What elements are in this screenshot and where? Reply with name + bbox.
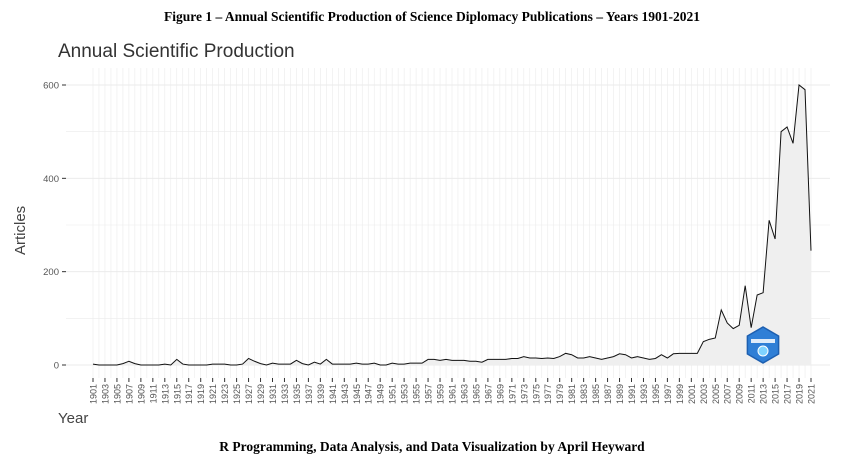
x-tick-label: 2013 — [759, 384, 769, 404]
y-tick-label: 200 — [43, 267, 59, 278]
x-tick-label: 1919 — [196, 384, 206, 404]
x-tick-label: 1931 — [268, 384, 278, 404]
y-tick-label: 600 — [43, 81, 59, 92]
x-tick-label: 1977 — [543, 384, 553, 404]
x-tick-label: 1945 — [352, 384, 362, 404]
x-tick-label: 1991 — [627, 384, 637, 404]
x-tick-label: 2019 — [795, 384, 805, 404]
x-tick-label: 2015 — [771, 384, 781, 404]
x-tick-label: 1997 — [663, 384, 673, 404]
x-tick-label: 1981 — [567, 384, 577, 404]
x-tick-label: 1985 — [591, 384, 601, 404]
x-tick-label: 1935 — [292, 384, 302, 404]
x-tick-label: 1941 — [328, 384, 338, 404]
x-tick-label: 1993 — [639, 384, 649, 404]
x-tick-label: 1979 — [555, 384, 565, 404]
x-tick-label: 1975 — [531, 384, 541, 404]
x-tick-label: 1951 — [388, 384, 398, 404]
x-tick-label: 1995 — [651, 384, 661, 404]
figure-caption: R Programming, Data Analysis, and Data V… — [219, 439, 645, 454]
x-tick-label: 1961 — [448, 384, 458, 404]
figure-title: Figure 1 – Annual Scientific Production … — [164, 9, 700, 24]
x-tick-label: 1923 — [220, 384, 230, 404]
x-tick-label: 1983 — [579, 384, 589, 404]
x-tick-label: 1949 — [376, 384, 386, 404]
x-tick-label: 2011 — [747, 384, 757, 403]
x-tick-label: 1913 — [160, 384, 170, 404]
x-tick-label: 1987 — [603, 384, 613, 404]
x-tick-label: 1943 — [340, 384, 350, 404]
x-tick-label: 1957 — [424, 384, 434, 404]
x-tick-label: 1967 — [483, 384, 493, 404]
x-tick-label: 1927 — [244, 384, 254, 404]
x-tick-label: 1933 — [280, 384, 290, 404]
x-tick-label: 2007 — [723, 384, 733, 404]
x-tick-label: 1921 — [208, 384, 218, 404]
x-tick-label: 1965 — [471, 384, 481, 404]
x-tick-label: 1971 — [507, 384, 517, 404]
x-axis-label: Year — [58, 410, 89, 427]
x-tick-label: 2005 — [711, 384, 721, 404]
x-tick-label: 2017 — [783, 384, 793, 404]
x-tick-label: 1955 — [412, 384, 422, 404]
x-tick-label: 1969 — [495, 384, 505, 404]
x-tick-label: 1989 — [615, 384, 625, 404]
x-tick-label: 1937 — [304, 384, 314, 404]
x-tick-label: 2009 — [735, 384, 745, 404]
x-tick-label: 1929 — [256, 384, 266, 404]
x-tick-label: 1953 — [400, 384, 410, 404]
x-tick-label: 2001 — [687, 384, 697, 404]
x-tick-label: 1925 — [232, 384, 242, 404]
x-tick-label: 1915 — [172, 384, 182, 404]
bibliometrix-hexagon-icon — [746, 326, 780, 364]
x-tick-label: 1999 — [675, 384, 685, 404]
x-tick-label: 1905 — [112, 384, 122, 404]
x-tick-label: 1917 — [184, 384, 194, 404]
x-tick-label: 1973 — [519, 384, 529, 404]
area-fill — [93, 85, 811, 365]
logo-banner — [751, 339, 775, 343]
x-tick-label: 2021 — [807, 384, 817, 404]
series-line — [92, 84, 812, 366]
y-tick-label: 0 — [54, 361, 59, 372]
x-tick-label: 2003 — [699, 384, 709, 404]
chart-title: Annual Scientific Production — [58, 41, 295, 62]
logo-emblem — [757, 345, 769, 357]
x-tick-label: 1963 — [459, 384, 469, 404]
x-tick-label: 1911 — [148, 384, 158, 403]
x-tick-label: 1909 — [136, 384, 146, 404]
x-tick-label: 1939 — [316, 384, 326, 404]
x-tick-label: 1901 — [89, 384, 99, 404]
x-tick-label: 1907 — [124, 384, 134, 404]
x-tick-label: 1947 — [364, 384, 374, 404]
y-tick-label: 400 — [43, 174, 59, 185]
x-tick-label: 1959 — [436, 384, 446, 404]
x-tick-label: 1903 — [100, 384, 110, 404]
